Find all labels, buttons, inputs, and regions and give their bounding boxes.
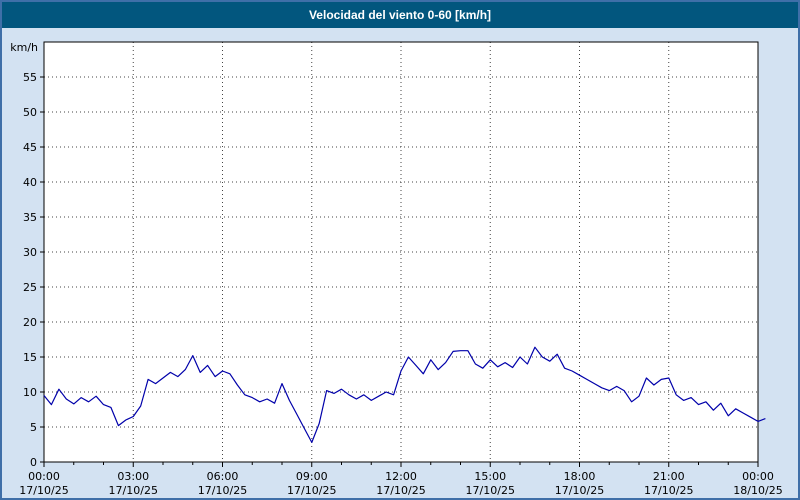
- y-tick-label: 55: [23, 71, 37, 84]
- y-tick-label: 40: [23, 176, 37, 189]
- y-tick-label: 45: [23, 141, 37, 154]
- wind-speed-chart: 0510152025303540455055km/h00:0017/10/250…: [10, 41, 782, 497]
- x-tick-date-label: 17/10/25: [376, 484, 425, 497]
- x-tick-time-label: 06:00: [207, 470, 239, 483]
- x-tick-time-label: 00:00: [28, 470, 60, 483]
- x-tick-date-label: 18/10/25: [733, 484, 782, 497]
- x-tick-time-label: 00:00: [742, 470, 774, 483]
- y-tick-label: 30: [23, 246, 37, 259]
- x-tick-time-label: 15:00: [474, 470, 506, 483]
- x-tick-date-label: 17/10/25: [555, 484, 604, 497]
- x-tick-time-label: 21:00: [653, 470, 685, 483]
- y-tick-label: 10: [23, 386, 37, 399]
- y-tick-label: 50: [23, 106, 37, 119]
- chart-area: 0 5 10 15 20 25 30 35 40 45 50 55 km/h 00:00 17/10/25 0…: [2, 28, 798, 498]
- x-tick-time-label: 03:00: [117, 470, 149, 483]
- x-tick-date-label: 17/10/25: [198, 484, 247, 497]
- x-tick-date-label: 17/10/25: [644, 484, 693, 497]
- x-tick-time-label: 12:00: [385, 470, 417, 483]
- y-axis-unit-label: km/h: [10, 41, 38, 54]
- x-tick-date-label: 17/10/25: [109, 484, 158, 497]
- y-tick-label: 35: [23, 211, 37, 224]
- x-tick-date-label: 17/10/25: [19, 484, 68, 497]
- x-tick-time-label: 09:00: [296, 470, 328, 483]
- y-tick-label: 15: [23, 351, 37, 364]
- x-tick-date-label: 17/10/25: [466, 484, 515, 497]
- wind-speed-line: [43, 346, 766, 443]
- chart-title: Velocidad del viento 0-60 [km/h]: [2, 2, 798, 28]
- y-tick-label: 20: [23, 316, 37, 329]
- x-tick-time-label: 18:00: [564, 470, 596, 483]
- y-tick-label: 25: [23, 281, 37, 294]
- y-tick-label: 0: [30, 456, 37, 469]
- y-tick-label: 5: [30, 421, 37, 434]
- x-tick-date-label: 17/10/25: [287, 484, 336, 497]
